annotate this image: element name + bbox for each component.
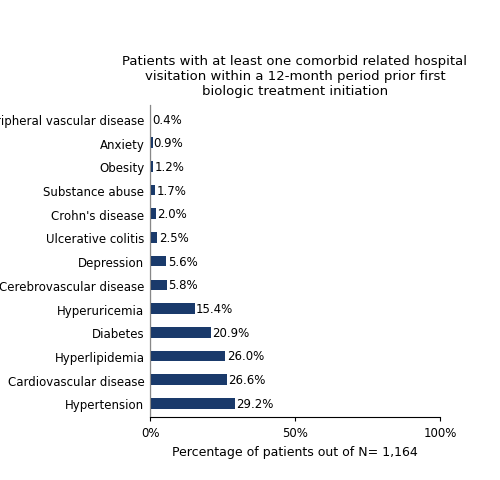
X-axis label: Percentage of patients out of N= 1,164: Percentage of patients out of N= 1,164 <box>172 445 418 458</box>
Bar <box>150 185 155 196</box>
Bar <box>150 327 210 338</box>
Bar <box>150 303 194 314</box>
Text: 0.4%: 0.4% <box>152 113 182 126</box>
Text: 15.4%: 15.4% <box>196 302 234 315</box>
Text: 26.0%: 26.0% <box>227 349 264 362</box>
Bar <box>150 162 154 172</box>
Bar <box>150 209 156 220</box>
Text: 29.2%: 29.2% <box>236 397 274 410</box>
Text: 20.9%: 20.9% <box>212 326 250 339</box>
Title: Patients with at least one comorbid related hospital
visitation within a 12-mont: Patients with at least one comorbid rela… <box>122 55 468 97</box>
Bar <box>150 374 227 385</box>
Text: 2.5%: 2.5% <box>158 231 188 244</box>
Text: 2.0%: 2.0% <box>157 208 187 221</box>
Text: 26.6%: 26.6% <box>228 373 266 386</box>
Bar <box>150 233 157 243</box>
Bar <box>150 351 226 361</box>
Bar <box>150 398 234 409</box>
Bar <box>150 114 151 125</box>
Bar <box>150 256 166 267</box>
Text: 1.7%: 1.7% <box>156 184 186 197</box>
Text: 0.9%: 0.9% <box>154 137 183 150</box>
Bar <box>150 280 167 290</box>
Text: 5.8%: 5.8% <box>168 279 198 292</box>
Bar <box>150 138 152 149</box>
Text: 5.6%: 5.6% <box>168 255 198 268</box>
Text: 1.2%: 1.2% <box>155 161 185 174</box>
